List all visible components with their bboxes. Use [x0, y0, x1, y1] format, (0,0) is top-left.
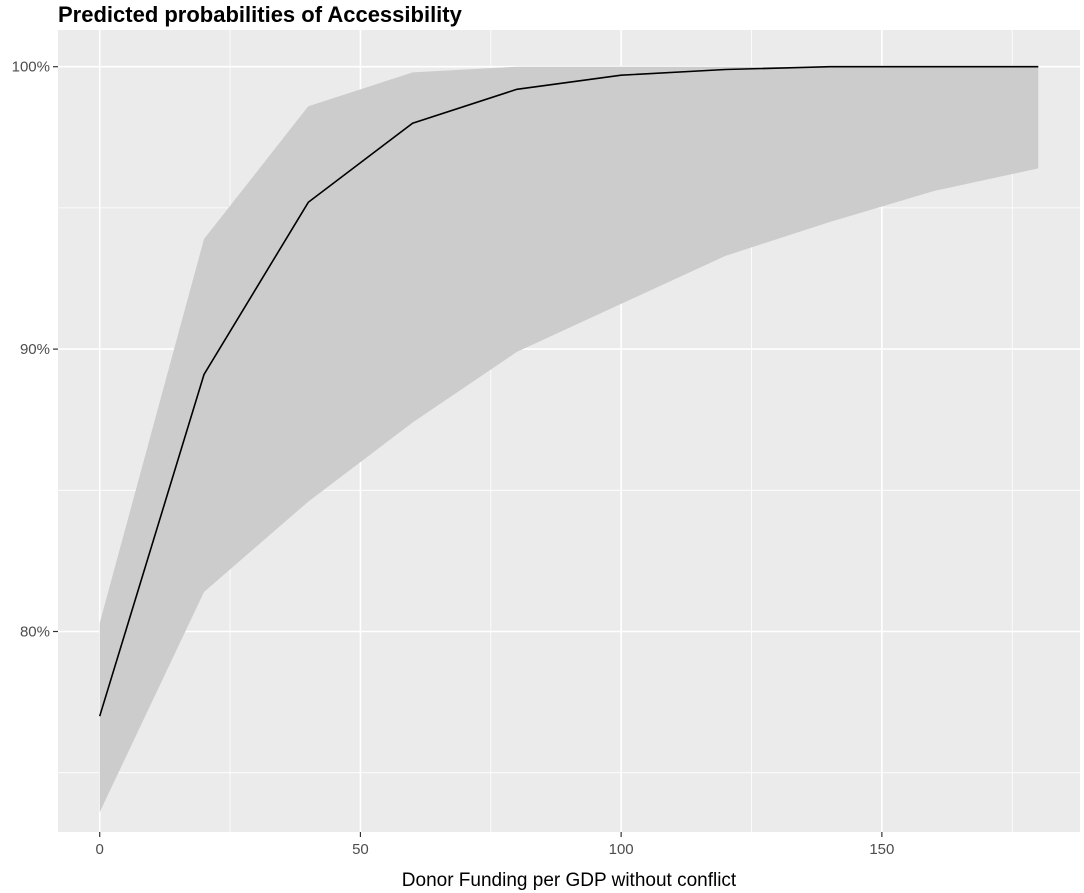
y-tick-label: 90%: [20, 341, 50, 358]
confidence-ribbon: [99, 66, 1039, 813]
axes: 80% 90% 100% 0 50 100 150: [12, 59, 895, 858]
y-tick-label: 80%: [20, 624, 50, 641]
x-tick-label: 0: [96, 841, 104, 858]
y-tick-label: 100%: [12, 59, 50, 76]
chart-title: Predicted probabilities of Accessibility: [58, 2, 462, 27]
predicted-line: [98, 65, 1039, 717]
x-tick-label: 50: [352, 841, 369, 858]
x-tick-label: 150: [869, 841, 894, 858]
x-axis-label: Donor Funding per GDP without conflict: [402, 870, 737, 891]
x-tick-label: 100: [609, 841, 634, 858]
